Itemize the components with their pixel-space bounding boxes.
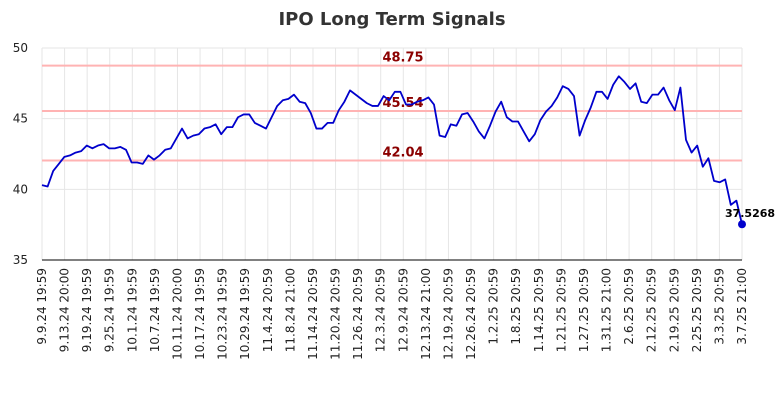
axis-layer: 35 40 45 50 9.9.24 19:59 9.13.24 20:00 9.19.24… [13,41,749,360]
x-tick-label: 10.17.24 19:59 [193,268,207,360]
y-tick-label: 40 [13,182,28,196]
y-tick-label: 45 [13,112,28,126]
x-tick-label: 10.1.24 19:59 [125,268,139,352]
x-tick-label: 1.2.25 20:59 [487,268,501,345]
last-value-label: 37.5268 [725,207,775,220]
x-tick-label: 12.26.24 20:59 [464,268,478,360]
grid-layer [41,47,743,261]
reference-lines: 48.75 45.54 42.04 [42,51,742,162]
reference-line-label: 42.04 [382,146,423,161]
x-tick-label: 1.31.25 21:00 [600,268,614,352]
x-tick-label: 1.27.25 20:59 [577,268,591,352]
x-tick-label: 11.26.24 20:59 [351,268,365,360]
x-tick-label: 2.6.25 20:59 [622,268,636,345]
x-tick-label: 11.20.24 20:59 [329,268,343,360]
x-tick-label: 1.14.25 20:59 [532,268,546,352]
x-tick-label: 10.7.24 19:59 [148,268,162,352]
x-tick-label: 12.19.24 20:59 [441,268,455,360]
x-tick-label: 10.11.24 20:00 [170,268,184,360]
x-tick-label: 9.25.24 19:59 [103,268,117,352]
x-tick-label: 9.9.24 19:59 [35,268,49,345]
x-tick-label: 11.4.24 20:59 [261,268,275,352]
x-tick-label: 12.13.24 21:00 [419,268,433,360]
x-tick-label: 9.13.24 20:00 [58,268,72,352]
chart-title: IPO Long Term Signals [278,9,505,30]
x-tick-label: 3.3.25 20:59 [712,268,726,345]
series-line [41,75,743,225]
last-point-marker [738,220,746,229]
x-tick-label: 10.23.24 19:59 [216,268,230,360]
x-tick-label: 9.19.24 19:59 [80,268,94,352]
x-tick-label: 2.25.25 20:59 [690,268,704,352]
y-tick-label: 35 [13,253,28,267]
reference-line-label: 45.54 [382,96,423,111]
x-tick-label: 2.12.25 20:59 [645,268,659,352]
x-tick-label: 2.19.25 20:59 [667,268,681,352]
x-tick-label: 11.8.24 21:00 [283,268,297,352]
series-layer: 37.5268 [41,75,775,229]
y-tick-label: 50 [13,41,28,55]
x-tick-label: 1.21.25 20:59 [554,268,568,352]
x-tick-label: 12.3.24 20:59 [374,268,388,352]
x-tick-label: 12.9.24 20:59 [396,268,410,352]
x-tick-label: 11.14.24 20:59 [306,268,320,360]
x-tick-label: 1.8.25 20:59 [509,268,523,345]
x-tick-label: 3.7.25 21:00 [735,268,749,345]
reference-line-label: 48.75 [382,51,423,66]
x-tick-label: 10.29.24 19:59 [238,268,252,360]
